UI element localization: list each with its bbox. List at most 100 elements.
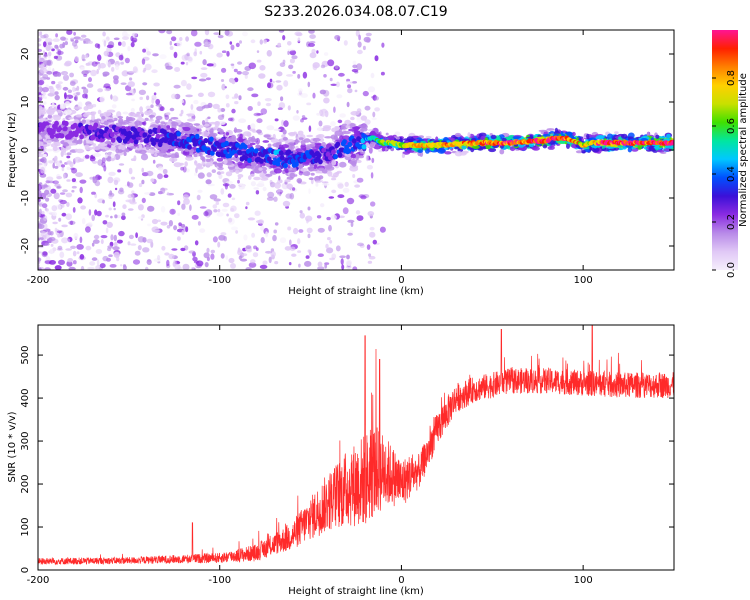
heatmap-blob <box>218 173 223 179</box>
heatmap-blob <box>274 118 279 122</box>
y-tick-label: 500 <box>20 346 31 365</box>
heatmap-blob <box>70 167 75 171</box>
heatmap-blob <box>61 167 65 172</box>
heatmap-blob <box>342 207 349 215</box>
heatmap-blob <box>101 116 106 120</box>
heatmap-blob <box>322 183 330 186</box>
heatmap-blob <box>97 63 101 70</box>
heatmap-blob <box>221 67 227 73</box>
heatmap-blob <box>334 126 339 129</box>
heatmap-blob <box>86 104 94 110</box>
heatmap-blob <box>141 122 146 125</box>
heatmap-blob <box>321 169 328 174</box>
heatmap-blob <box>336 170 342 174</box>
heatmap-blob <box>38 216 42 220</box>
heatmap-blob <box>347 232 353 236</box>
heatmap-blob <box>352 60 357 66</box>
heatmap-blob <box>111 104 117 109</box>
x-tick-label: -200 <box>27 575 50 586</box>
heatmap-blob <box>260 225 265 231</box>
heatmap-blob <box>125 92 133 96</box>
heatmap-blob <box>199 228 206 233</box>
heatmap-blob <box>99 263 106 269</box>
heatmap-blob <box>371 117 377 121</box>
heatmap-blob <box>231 108 236 114</box>
heatmap-blob <box>225 171 233 177</box>
heatmap-blob <box>265 102 271 107</box>
heatmap-blob <box>92 239 100 244</box>
heatmap-blob <box>160 187 166 194</box>
heatmap-blob <box>235 169 240 174</box>
heatmap-blob <box>200 67 208 70</box>
heatmap-blob <box>55 33 58 38</box>
heatmap-blob <box>54 165 59 169</box>
heatmap-blob <box>113 179 119 186</box>
heatmap-blob <box>102 220 108 225</box>
heatmap-blob <box>45 84 49 90</box>
heatmap-blob <box>318 120 323 127</box>
heatmap-blob <box>308 30 315 34</box>
heatmap-blob <box>49 231 54 236</box>
heatmap-ridge-cell <box>346 148 352 154</box>
heatmap-blob <box>187 56 193 63</box>
heatmap-blob <box>50 243 54 247</box>
heatmap-blob <box>297 130 304 136</box>
heatmap-blob <box>229 41 233 45</box>
heatmap-blob <box>251 232 256 238</box>
heatmap-blob <box>146 170 154 177</box>
heatmap-blob <box>317 227 325 233</box>
heatmap-blob <box>355 210 361 215</box>
heatmap-blob <box>165 65 173 70</box>
heatmap-blob <box>327 237 331 241</box>
heatmap-blob <box>216 212 224 217</box>
heatmap-blob <box>666 133 671 139</box>
heatmap-blob <box>135 232 139 239</box>
heatmap-blob <box>80 34 87 38</box>
heatmap-blob <box>454 151 463 157</box>
heatmap-blob <box>73 36 81 40</box>
heatmap-blob <box>63 62 71 67</box>
heatmap-blob <box>128 70 136 74</box>
heatmap-blob <box>205 77 211 81</box>
heatmap-blob <box>144 110 152 116</box>
heatmap-blob <box>40 93 45 99</box>
spectrogram-y-axis-label: Frequency (Hz) <box>7 112 18 188</box>
heatmap-blob <box>110 234 114 241</box>
heatmap-ridge-cell <box>347 141 353 147</box>
heatmap-blob <box>173 162 182 168</box>
heatmap-blob <box>95 249 103 254</box>
heatmap-blob <box>367 260 373 264</box>
heatmap-blob <box>91 242 95 247</box>
heatmap-blob <box>326 216 331 221</box>
heatmap-blob <box>61 237 69 244</box>
heatmap-blob <box>245 165 254 169</box>
heatmap-blob <box>89 156 96 162</box>
heatmap-ridge-cell <box>63 120 69 127</box>
heatmap-blob <box>236 71 242 75</box>
heatmap-blob <box>315 182 319 187</box>
heatmap-blob <box>38 223 45 229</box>
heatmap-blob <box>356 63 363 71</box>
heatmap-blob <box>256 164 261 169</box>
heatmap-blob <box>345 125 351 129</box>
heatmap-blob <box>112 95 118 102</box>
heatmap-blob <box>490 134 497 140</box>
heatmap-blob <box>105 227 109 234</box>
heatmap-blob <box>329 77 333 82</box>
heatmap-blob <box>267 82 272 89</box>
heatmap-blob <box>178 222 182 226</box>
heatmap-blob <box>72 260 77 265</box>
heatmap-blob <box>260 177 269 181</box>
heatmap-blob <box>289 192 295 200</box>
heatmap-blob <box>194 264 198 267</box>
heatmap-blob <box>45 197 50 202</box>
heatmap-blob <box>47 180 55 184</box>
heatmap-blob <box>284 179 291 183</box>
heatmap-blob <box>255 144 261 149</box>
heatmap-blob <box>221 208 228 212</box>
heatmap-blob <box>334 130 344 136</box>
heatmap-blob <box>108 207 112 211</box>
heatmap-blob <box>341 130 351 135</box>
heatmap-blob <box>44 148 54 152</box>
heatmap-blob <box>142 82 148 86</box>
